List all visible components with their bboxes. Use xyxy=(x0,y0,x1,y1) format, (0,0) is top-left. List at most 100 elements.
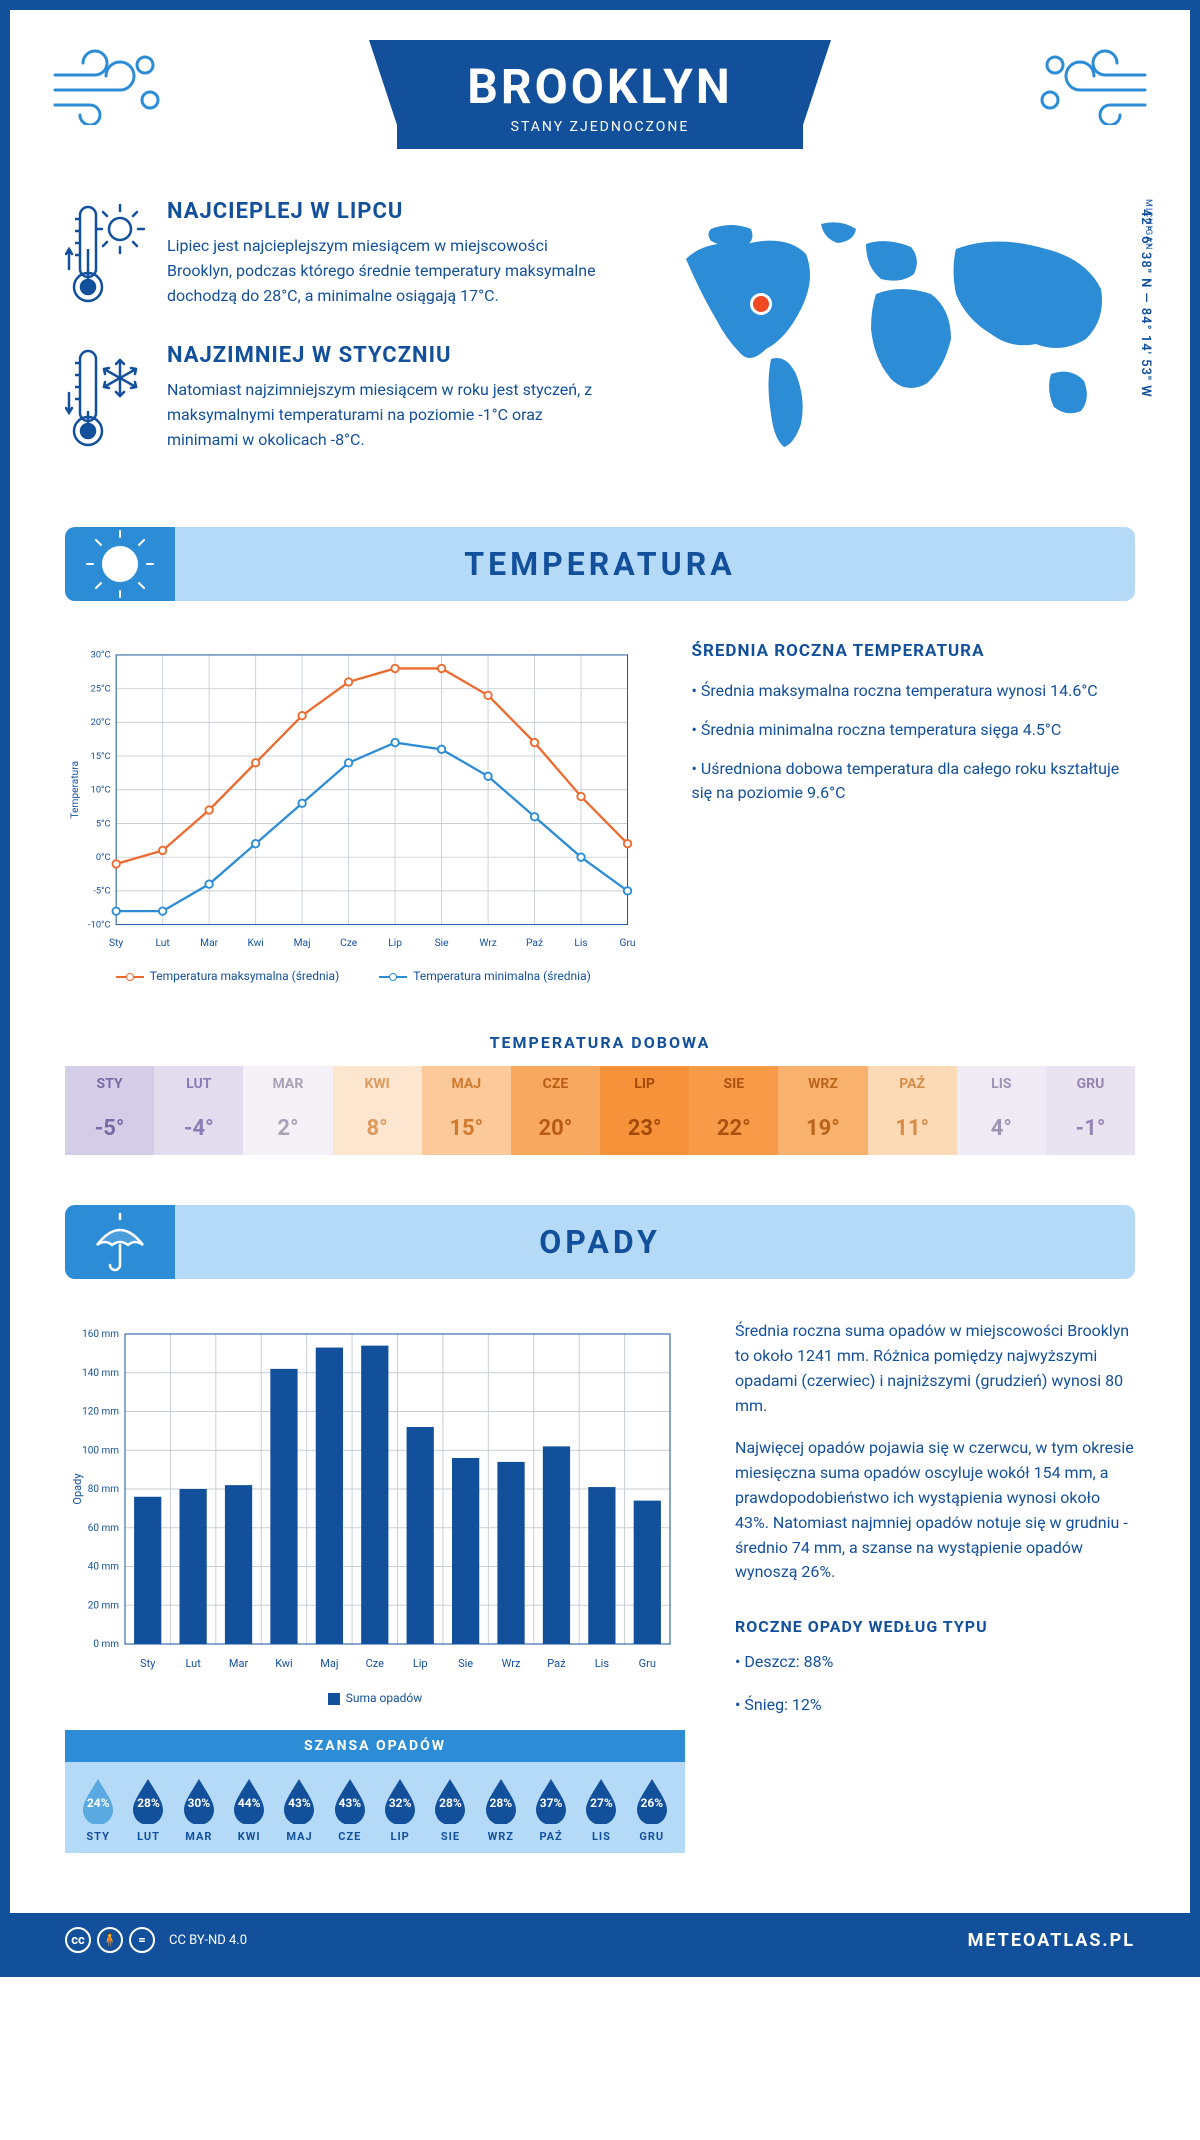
svg-text:80 mm: 80 mm xyxy=(88,1484,119,1495)
chance-drop: 30%MAR xyxy=(174,1776,224,1843)
chance-drop: 37%PAŹ xyxy=(526,1776,576,1843)
temp-info-1: • Średnia maksymalna roczna temperatura … xyxy=(692,679,1135,704)
header: BROOKLYN STANY ZJEDNOCZONE xyxy=(10,10,1190,169)
svg-text:120 mm: 120 mm xyxy=(82,1407,119,1418)
country-name: STANY ZJEDNOCZONE xyxy=(467,119,732,135)
footer: cc 🧍 = CC BY-ND 4.0 METEOATLAS.PL xyxy=(10,1913,1190,1967)
chance-drop: 27%LIS xyxy=(576,1776,626,1843)
svg-text:Mar: Mar xyxy=(229,1657,249,1670)
intro-section: NAJCIEPLEJ W LIPCU Lipiec jest najcieple… xyxy=(10,169,1190,527)
temperature-title: TEMPERATURA xyxy=(65,545,1135,583)
svg-text:Gru: Gru xyxy=(620,938,636,949)
svg-text:Mar: Mar xyxy=(200,938,218,949)
temp-info-3: • Uśredniona dobowa temperatura dla całe… xyxy=(692,757,1135,807)
daily-cell: PAŹ11° xyxy=(868,1066,957,1155)
city-name: BROOKLYN xyxy=(467,58,732,115)
svg-text:Paź: Paź xyxy=(547,1657,566,1670)
svg-text:40 mm: 40 mm xyxy=(88,1562,119,1573)
hottest-text: Lipiec jest najcieplejszym miesiącem w m… xyxy=(167,234,616,308)
temperature-header: TEMPERATURA xyxy=(65,527,1135,601)
temperature-info: ŚREDNIA ROCZNA TEMPERATURA • Średnia mak… xyxy=(692,641,1135,983)
svg-text:Kwi: Kwi xyxy=(247,938,263,949)
thermometer-sun-icon xyxy=(65,199,145,313)
svg-text:20 mm: 20 mm xyxy=(88,1600,119,1611)
svg-text:160 mm: 160 mm xyxy=(82,1329,119,1340)
legend-min: Temperatura minimalna (średnia) xyxy=(413,969,591,983)
daily-cell: LIP23° xyxy=(600,1066,689,1155)
chance-drop: 32%LIP xyxy=(375,1776,425,1843)
svg-text:Lis: Lis xyxy=(595,1657,610,1670)
daily-cell: KWI8° xyxy=(333,1066,422,1155)
svg-text:Cze: Cze xyxy=(340,938,358,949)
daily-cell: SIE22° xyxy=(689,1066,778,1155)
rain-chance-panel: SZANSA OPADÓW 24%STY28%LUT30%MAR44%KWI43… xyxy=(65,1730,685,1853)
svg-text:0 mm: 0 mm xyxy=(93,1639,119,1650)
temp-info-title: ŚREDNIA ROCZNA TEMPERATURA xyxy=(692,641,1135,661)
chance-drop: 24%STY xyxy=(73,1776,123,1843)
svg-text:Kwi: Kwi xyxy=(275,1657,293,1670)
daily-cell: GRU-1° xyxy=(1046,1066,1135,1155)
brand-name: METEOATLAS.PL xyxy=(968,1930,1135,1951)
precipitation-chart: 0 mm 20 mm 40 mm 60 mm 80 mm 100 mm 120 mm 140 … xyxy=(65,1319,685,1853)
svg-text:Sty: Sty xyxy=(109,938,123,949)
svg-text:140 mm: 140 mm xyxy=(82,1368,119,1379)
by-icon: 🧍 xyxy=(97,1927,123,1953)
precipitation-title: OPADY xyxy=(65,1223,1135,1261)
nd-icon: = xyxy=(129,1927,155,1953)
temp-info-2: • Średnia minimalna roczna temperatura s… xyxy=(692,718,1135,743)
daily-cell: CZE20° xyxy=(511,1066,600,1155)
svg-text:100 mm: 100 mm xyxy=(82,1445,119,1456)
svg-text:Lut: Lut xyxy=(185,1657,201,1670)
precipitation-info: Średnia roczna suma opadów w miejscowośc… xyxy=(735,1319,1135,1853)
temperature-chart: -10°C-5°C0°C5°C10°C15°C20°C25°C30°CStyLu… xyxy=(65,641,642,983)
precip-legend: Suma opadów xyxy=(65,1691,685,1705)
svg-text:Temperatura: Temperatura xyxy=(70,761,81,819)
svg-text:-5°C: -5°C xyxy=(93,886,110,897)
svg-text:Sty: Sty xyxy=(140,1657,156,1670)
chance-drop: 28%WRZ xyxy=(476,1776,526,1843)
coordinates: 42° 6' 38" N — 84° 14' 53" W xyxy=(1138,209,1153,398)
svg-text:Sie: Sie xyxy=(435,938,450,949)
license-text: CC BY-ND 4.0 xyxy=(169,1933,247,1948)
svg-text:Lip: Lip xyxy=(413,1657,428,1670)
svg-text:Cze: Cze xyxy=(366,1657,385,1670)
cc-icon: cc xyxy=(65,1927,91,1953)
coldest-block: NAJZIMNIEJ W STYCZNIU Natomiast najzimni… xyxy=(65,343,616,457)
daily-cell: LUT-4° xyxy=(154,1066,243,1155)
svg-text:25°C: 25°C xyxy=(91,683,111,694)
svg-text:5°C: 5°C xyxy=(96,818,111,829)
coldest-title: NAJZIMNIEJ W STYCZNIU xyxy=(167,343,616,368)
svg-text:Opady: Opady xyxy=(71,1473,84,1505)
precip-type-1: • Deszcz: 88% xyxy=(735,1650,1135,1675)
svg-text:60 mm: 60 mm xyxy=(88,1523,119,1534)
daily-cell: STY-5° xyxy=(65,1066,154,1155)
world-map: MICHIGAN 42° 6' 38" N — 84° 14' 53" W xyxy=(656,199,1135,487)
daily-cell: MAJ15° xyxy=(422,1066,511,1155)
precip-type-title: ROCZNE OPADY WEDŁUG TYPU xyxy=(735,1615,1135,1640)
chance-title: SZANSA OPADÓW xyxy=(65,1730,685,1762)
daily-cell: LIS4° xyxy=(957,1066,1046,1155)
hottest-block: NAJCIEPLEJ W LIPCU Lipiec jest najcieple… xyxy=(65,199,616,313)
sun-icon xyxy=(65,527,175,601)
chance-drop: 26%GRU xyxy=(627,1776,677,1843)
coldest-text: Natomiast najzimniejszym miesiącem w rok… xyxy=(167,378,616,452)
daily-cell: MAR2° xyxy=(243,1066,332,1155)
daily-title: TEMPERATURA DOBOWA xyxy=(10,1033,1190,1052)
legend-max: Temperatura maksymalna (średnia) xyxy=(150,969,340,983)
chance-drop: 43%CZE xyxy=(325,1776,375,1843)
title-banner: BROOKLYN STANY ZJEDNOCZONE xyxy=(397,40,802,149)
page: BROOKLYN STANY ZJEDNOCZONE NAJCIEPLEJ W … xyxy=(0,0,1200,1977)
svg-text:0°C: 0°C xyxy=(96,852,111,863)
daily-cell: WRZ19° xyxy=(778,1066,867,1155)
svg-text:Lut: Lut xyxy=(156,938,170,949)
svg-text:-10°C: -10°C xyxy=(88,919,111,930)
precip-text-1: Średnia roczna suma opadów w miejscowośc… xyxy=(735,1319,1135,1418)
chance-drop: 28%LUT xyxy=(123,1776,173,1843)
legend-precip: Suma opadów xyxy=(346,1691,423,1705)
daily-temperature-table: STY-5°LUT-4°MAR2°KWI8°MAJ15°CZE20°LIP23°… xyxy=(65,1066,1135,1155)
svg-text:10°C: 10°C xyxy=(91,785,111,796)
svg-text:Paź: Paź xyxy=(526,938,543,949)
chance-drop: 43%MAJ xyxy=(274,1776,324,1843)
svg-text:20°C: 20°C xyxy=(91,717,111,728)
svg-text:Sie: Sie xyxy=(458,1657,473,1670)
